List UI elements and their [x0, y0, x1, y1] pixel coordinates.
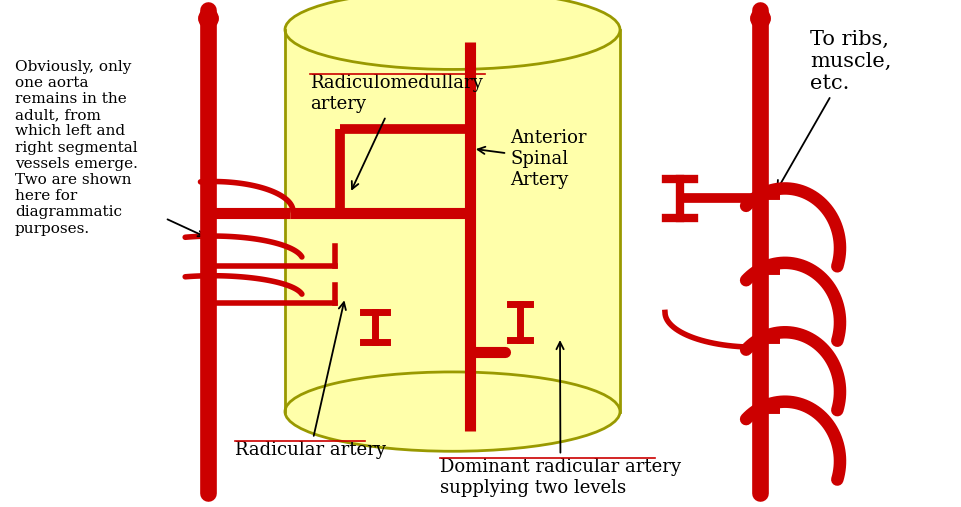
Text: Obviously, only
one aorta
remains in the
adult, from
which left and
right segmen: Obviously, only one aorta remains in the…: [15, 59, 137, 236]
Polygon shape: [285, 30, 620, 412]
Text: To ribs,
muscle,
etc.: To ribs, muscle, etc.: [777, 30, 892, 189]
Text: Radiculomedullary
artery: Radiculomedullary artery: [310, 75, 482, 189]
Ellipse shape: [285, 0, 620, 69]
Ellipse shape: [285, 372, 620, 451]
Text: Anterior
Spinal
Artery: Anterior Spinal Artery: [478, 129, 586, 189]
Text: Radicular artery: Radicular artery: [235, 302, 386, 459]
Text: Dominant radicular artery
supplying two levels: Dominant radicular artery supplying two …: [440, 342, 681, 497]
